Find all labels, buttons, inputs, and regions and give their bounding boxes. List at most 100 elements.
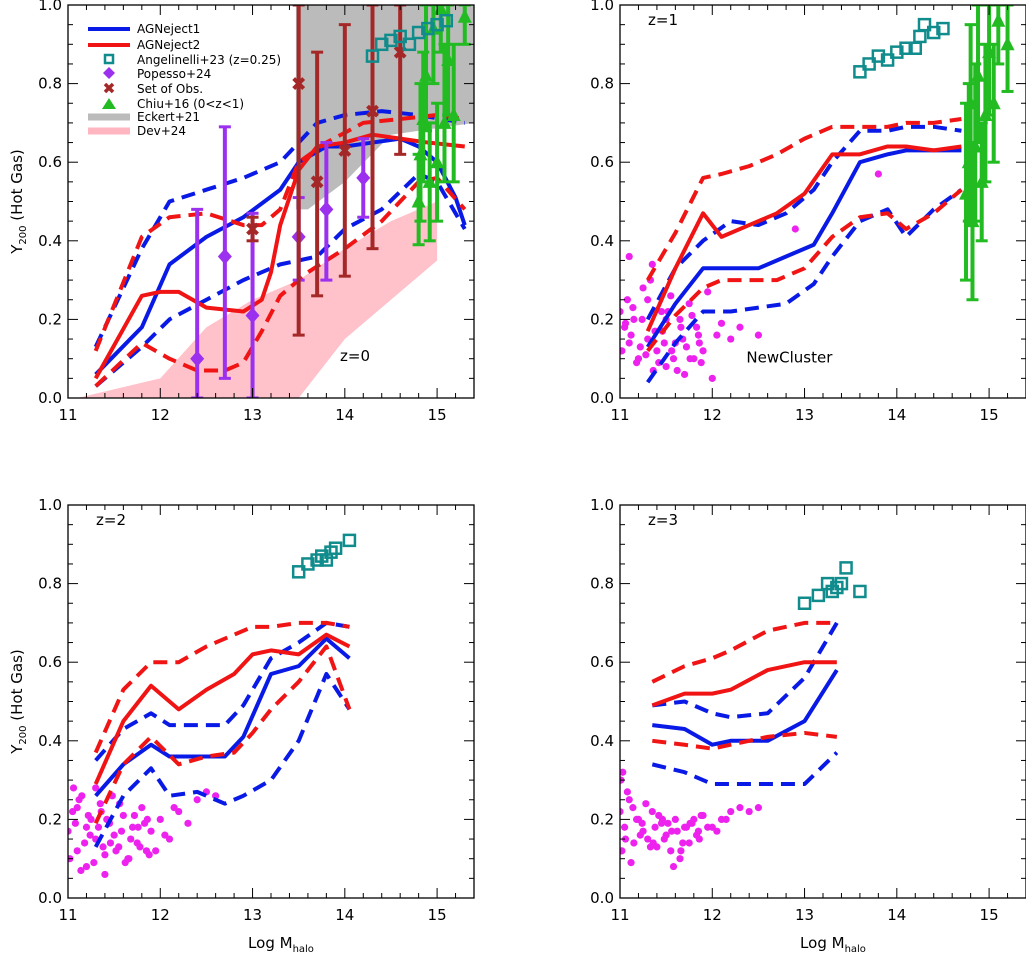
newcluster-point — [722, 815, 730, 824]
angelinelli-point — [853, 65, 867, 79]
agn2-dashed-line — [652, 730, 838, 751]
newcluster-point — [101, 851, 109, 859]
y-tick-label: 0.4 — [38, 232, 62, 250]
newcluster-point — [660, 835, 668, 843]
newcluster-point — [639, 284, 647, 292]
newcluster-point — [692, 323, 701, 331]
newcluster-point — [664, 819, 672, 827]
y-tick-label: 0.4 — [590, 732, 614, 750]
newcluster-point — [625, 796, 633, 804]
angelinelli-point — [839, 561, 853, 575]
newcluster-point — [662, 362, 670, 371]
newcluster-point — [620, 807, 624, 816]
chiu-point — [1000, 36, 1015, 51]
y-tick-label: 0.8 — [38, 575, 62, 593]
angelinelli-point — [862, 57, 876, 71]
y-tick-label: 0.6 — [38, 153, 62, 171]
newcluster-point — [682, 343, 691, 351]
newcluster-point — [71, 819, 79, 827]
newcluster-point — [644, 296, 652, 304]
newcluster-point — [156, 815, 164, 824]
y-tick-label: 0.6 — [590, 153, 614, 171]
angelinelli-point — [890, 45, 904, 59]
agn2-line — [93, 132, 465, 380]
x-axis-label: Log Mhalo — [800, 934, 866, 953]
x-tick-label: 11 — [610, 906, 629, 924]
x-tick-label: 13 — [795, 406, 814, 424]
newcluster-point — [127, 835, 135, 843]
x-tick-label: 15 — [980, 406, 999, 424]
angelinelli-point — [926, 25, 941, 40]
newcluster-point — [110, 831, 118, 839]
x-tick-label: 13 — [243, 406, 262, 424]
plot-area — [77, 5, 474, 398]
y-tick-label: 0.2 — [590, 310, 614, 328]
newcluster-point — [686, 819, 694, 827]
newcluster-point — [143, 815, 151, 824]
agn2-line — [93, 632, 351, 785]
newcluster-point — [621, 835, 630, 843]
setobs-point — [338, 143, 352, 157]
newcluster-point — [649, 839, 657, 847]
legend-popesso-marker — [103, 67, 115, 79]
newcluster-point — [671, 815, 679, 824]
agn2-dashed-line — [93, 113, 466, 352]
newcluster-point — [717, 319, 726, 327]
y-tick-label: 0.0 — [38, 389, 62, 407]
agn1-dashed-line — [652, 621, 839, 720]
x-tick-label: 14 — [335, 906, 354, 924]
newcluster-point — [130, 811, 139, 820]
y-tick-label: 0.0 — [590, 889, 614, 907]
newcluster-point — [81, 839, 89, 847]
newcluster-point — [669, 862, 678, 871]
newcluster-point — [695, 835, 703, 843]
newcluster-point — [660, 339, 668, 347]
x-tick-label: 15 — [428, 906, 447, 924]
newcluster-point — [86, 831, 94, 839]
x-tick-label: 15 — [980, 906, 999, 924]
newcluster-point — [112, 847, 120, 855]
angelinelli-point — [430, 17, 444, 32]
newcluster-point — [170, 804, 178, 812]
newcluster-point — [620, 847, 626, 855]
newcluster-point — [145, 851, 153, 859]
x-tick-label: 12 — [703, 906, 722, 924]
x-tick-label: 13 — [243, 906, 262, 924]
angelinelli-point — [291, 565, 306, 579]
x-tick-label: 12 — [151, 406, 170, 424]
newcluster-point — [101, 870, 109, 879]
newcluster-point — [699, 347, 707, 355]
newcluster-point — [627, 331, 635, 339]
chiu-point — [986, 95, 1001, 110]
panel-z3: 11 12 13 14 15 0.0 0.2 0.4 0.6 0.8 1.0 z=3 Log Mhalo — [590, 496, 1026, 953]
newcluster-point — [676, 315, 684, 323]
newcluster-point — [94, 823, 103, 831]
angelinelli-point — [936, 21, 950, 36]
newcluster-point — [673, 366, 681, 375]
angelinelli-point — [853, 584, 867, 599]
y-tick-label: 0.4 — [590, 232, 614, 250]
x-tick-label: 14 — [887, 906, 906, 924]
newcluster-point — [75, 796, 83, 804]
legend-angelinelli-label: Angelinelli+23 (z=0.25) — [137, 53, 281, 67]
angelinelli-point — [899, 41, 913, 55]
agn2-dashed-line — [645, 116, 962, 282]
newcluster-point — [82, 823, 91, 831]
agn1-dashed-line — [93, 109, 466, 348]
agn1-dashed-line — [646, 188, 963, 384]
newcluster-point — [697, 359, 705, 367]
newcluster-point — [642, 800, 650, 808]
chiu-point — [430, 154, 445, 169]
angelinelli-point — [421, 21, 435, 36]
agn1-line — [652, 668, 839, 747]
dev-band — [77, 201, 438, 398]
y-tick-label: 0.0 — [38, 889, 62, 907]
agn2-dashed-line — [94, 175, 467, 388]
x-tick-label: 11 — [58, 406, 77, 424]
angelinelli-point — [374, 37, 389, 52]
newcluster-point — [69, 784, 78, 792]
angelinelli-point — [411, 25, 426, 40]
newcluster-point — [727, 807, 735, 816]
angelinelli-point — [797, 596, 812, 610]
legend: AGNeject1 AGNeject2 Angelinelli+23 (z=0.… — [88, 22, 281, 138]
